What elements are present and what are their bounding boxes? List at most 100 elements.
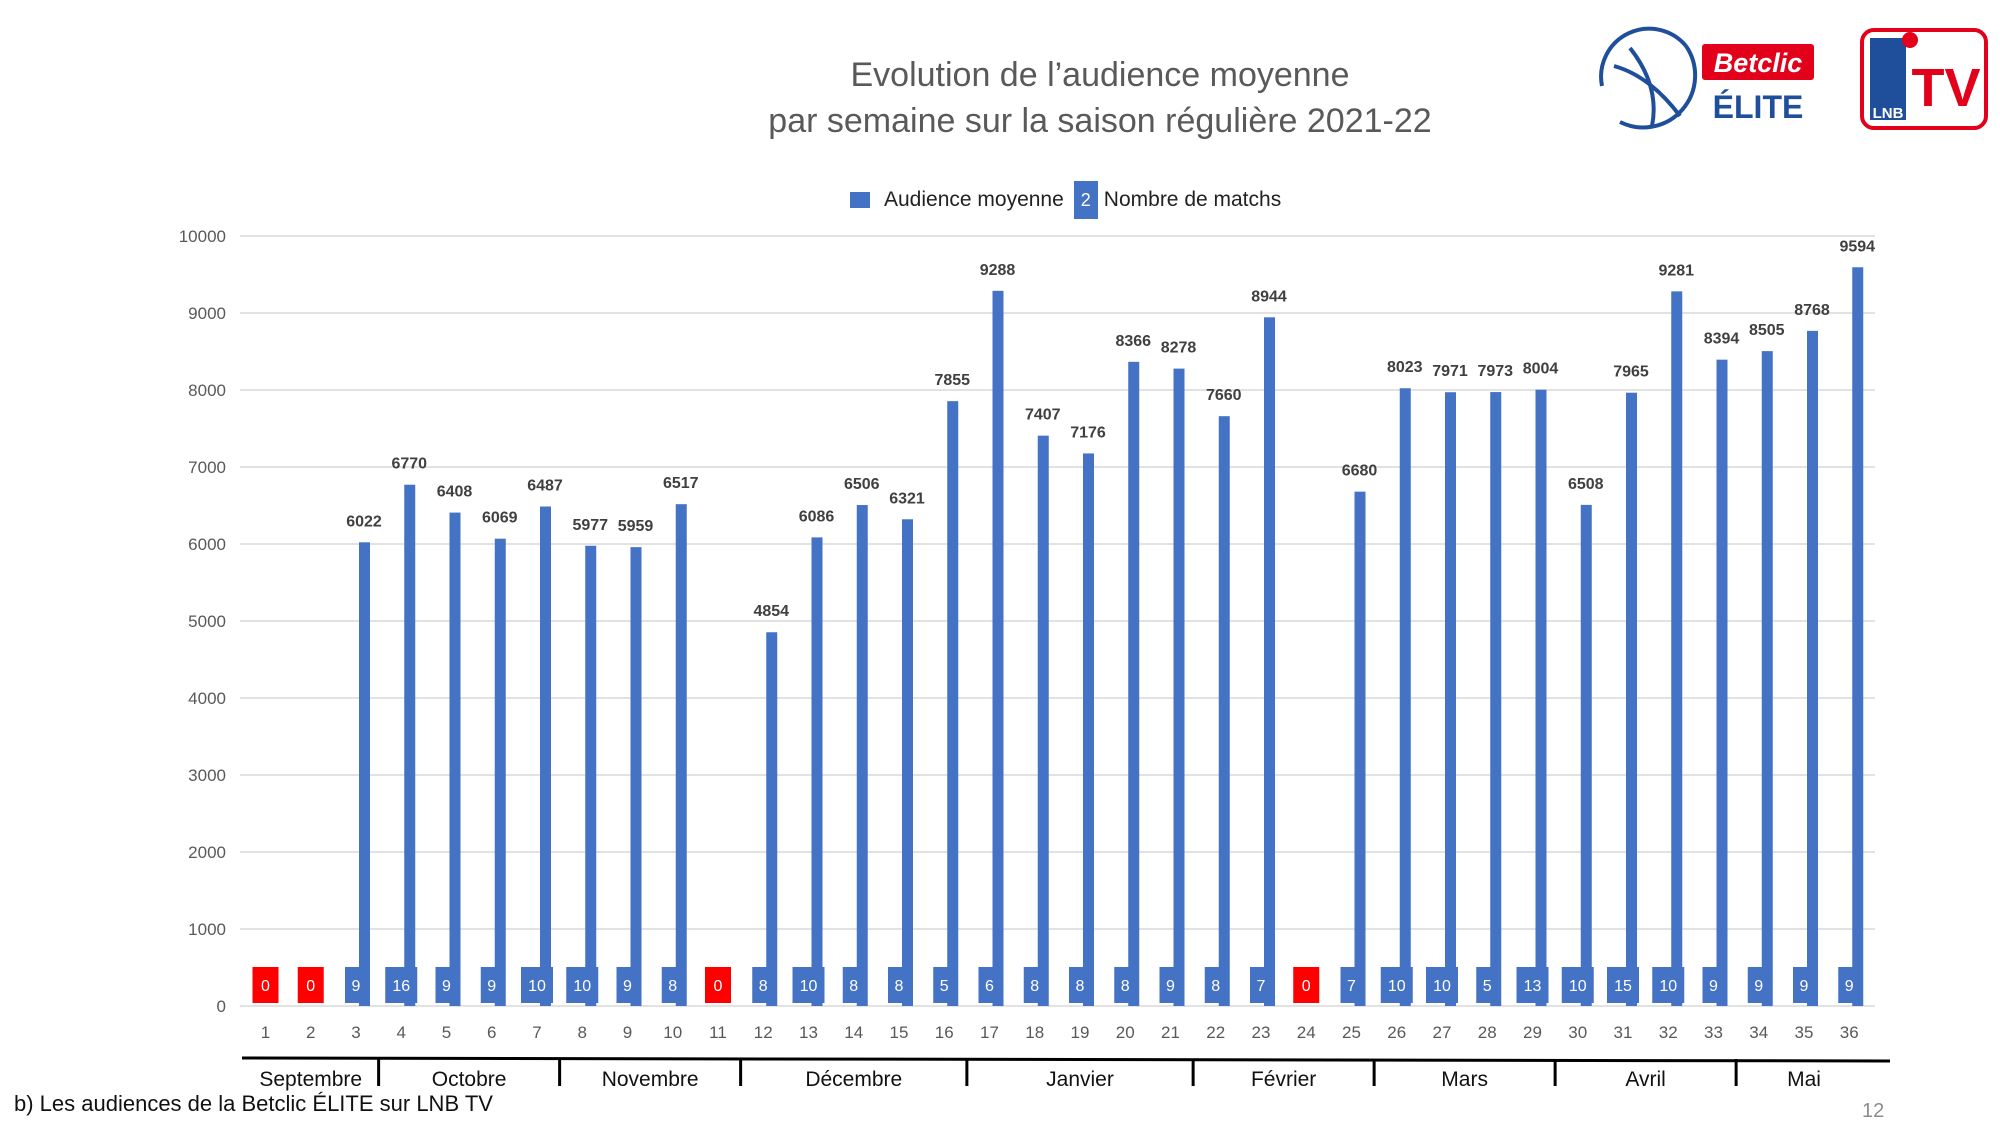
basketball-icon — [1599, 26, 1698, 130]
match-count-box — [888, 967, 910, 1003]
tv-logo-text: TV — [1911, 58, 1980, 118]
match-count-box — [616, 967, 639, 1003]
bar — [811, 537, 823, 1006]
lnb-logo-text: LNB — [1873, 105, 1904, 122]
month-label: Septembre — [259, 1068, 362, 1091]
x-tick-label: 14 — [844, 1023, 863, 1042]
data-label: 8366 — [1115, 333, 1151, 350]
match-count-label: 9 — [623, 978, 632, 995]
match-count-label: 7 — [1257, 978, 1266, 995]
bar — [1671, 291, 1683, 1006]
legend: Audience moyenne 2 Nombre de matchs — [850, 180, 1281, 220]
match-count-label: 8 — [759, 978, 768, 995]
data-label: 7965 — [1613, 364, 1649, 381]
bar — [1173, 368, 1185, 1006]
data-label: 8023 — [1387, 359, 1423, 376]
chart-title-line1: Evolution de l’audience moyenne — [850, 56, 1350, 94]
match-count-box — [1204, 967, 1227, 1003]
elite-logo-text: ÉLITE — [1713, 89, 1804, 125]
match-count-box — [1340, 967, 1363, 1003]
bar — [1083, 453, 1094, 1006]
match-count-box — [792, 967, 825, 1003]
data-label: 8278 — [1161, 340, 1197, 357]
match-count-label: 10 — [800, 978, 818, 995]
match-count-box — [1380, 967, 1413, 1003]
x-tick-label: 33 — [1704, 1023, 1723, 1042]
x-tick-label: 16 — [935, 1023, 954, 1042]
bar — [856, 505, 868, 1006]
month-label: Mai — [1787, 1068, 1821, 1091]
chart-title: Evolution de l’audience moyenne par sema… — [600, 52, 1600, 144]
x-tick-label: 36 — [1840, 1023, 1859, 1042]
month-label: Février — [1251, 1068, 1316, 1091]
y-tick-label: 1000 — [188, 920, 226, 939]
bar — [675, 504, 687, 1006]
data-label: 6506 — [844, 476, 880, 493]
x-tick-label: 26 — [1387, 1023, 1406, 1042]
chart-title-line2: par semaine sur la saison régulière 2021… — [768, 102, 1432, 140]
x-tick-label: 29 — [1523, 1023, 1542, 1042]
match-count-box — [252, 967, 279, 1003]
x-tick-label: 22 — [1206, 1023, 1225, 1042]
match-count-box — [1023, 967, 1046, 1003]
data-label: 8505 — [1749, 322, 1785, 339]
match-count-box — [385, 967, 418, 1003]
y-tick-label: 6000 — [188, 535, 226, 554]
data-label: 6086 — [799, 508, 835, 525]
x-tick-label: 32 — [1659, 1023, 1678, 1042]
match-count-box — [978, 967, 1001, 1003]
month-axis-line — [241, 1056, 1891, 1063]
match-count-label: 0 — [714, 978, 723, 995]
x-tick-label: 13 — [799, 1023, 818, 1042]
footnote: b) Les audiences de la Betclic ÉLITE sur… — [14, 1091, 493, 1116]
legend-label-matchs: Nombre de matchs — [1103, 188, 1282, 211]
bar — [494, 538, 506, 1006]
match-count-box — [345, 967, 367, 1003]
x-tick-label: 28 — [1478, 1023, 1497, 1042]
data-label: 8394 — [1704, 331, 1740, 348]
x-tick-label: 23 — [1252, 1023, 1271, 1042]
x-tick-label: 12 — [754, 1023, 773, 1042]
bar — [1218, 416, 1230, 1006]
match-count-label: 5 — [940, 978, 949, 995]
page-number: 12 — [1862, 1100, 1885, 1122]
x-tick-label: 5 — [442, 1023, 451, 1042]
bar — [1445, 392, 1456, 1006]
y-tick-label: 3000 — [188, 766, 226, 785]
logos: Betclic ÉLITE LNB TV — [1599, 26, 1988, 130]
match-count-label: 8 — [668, 978, 677, 995]
bar — [1399, 388, 1411, 1006]
match-count-box — [1516, 967, 1549, 1003]
bar — [1761, 351, 1773, 1006]
legend-label-audience: Audience moyenne — [884, 188, 1064, 211]
y-tick-label: 2000 — [188, 843, 226, 862]
match-count-label: 9 — [1800, 978, 1809, 995]
match-count-box — [752, 967, 775, 1003]
data-label: 6770 — [391, 456, 427, 473]
match-count-label: 15 — [1614, 978, 1632, 995]
bar — [540, 506, 551, 1006]
bar — [1490, 392, 1502, 1007]
x-tick-label: 17 — [980, 1023, 999, 1042]
data-label: 9288 — [980, 262, 1016, 279]
x-tick-label: 9 — [623, 1023, 632, 1042]
data-label: 8944 — [1251, 288, 1287, 305]
bar — [1852, 267, 1864, 1007]
bar — [1807, 330, 1818, 1006]
x-tick-label: 6 — [487, 1023, 496, 1042]
data-labels: 6022 6770 6408 6069 6487 5977 5959 6517 4854 6086… — [346, 238, 1875, 620]
match-count-label: 6 — [985, 978, 994, 995]
data-label: 4854 — [753, 603, 789, 620]
match-count-label: 9 — [352, 978, 361, 995]
match-count-box — [297, 967, 324, 1003]
y-tick-label: 9000 — [188, 304, 226, 323]
match-count-label: 9 — [442, 978, 451, 995]
x-tick-label: 34 — [1749, 1023, 1768, 1042]
data-label: 6022 — [346, 513, 382, 530]
legend-swatch-audience — [850, 192, 870, 208]
bar — [404, 484, 416, 1007]
match-count-label: 9 — [1709, 978, 1718, 995]
bar — [1264, 317, 1275, 1006]
match-count-box — [480, 967, 503, 1003]
match-count-boxes: 0 0 9 16 9 9 10 10 9 8 0 8 10 8 8 5 6 8 8 8 9 8 7 0 7 10 10 5 13 10 15… — [252, 967, 1861, 1003]
